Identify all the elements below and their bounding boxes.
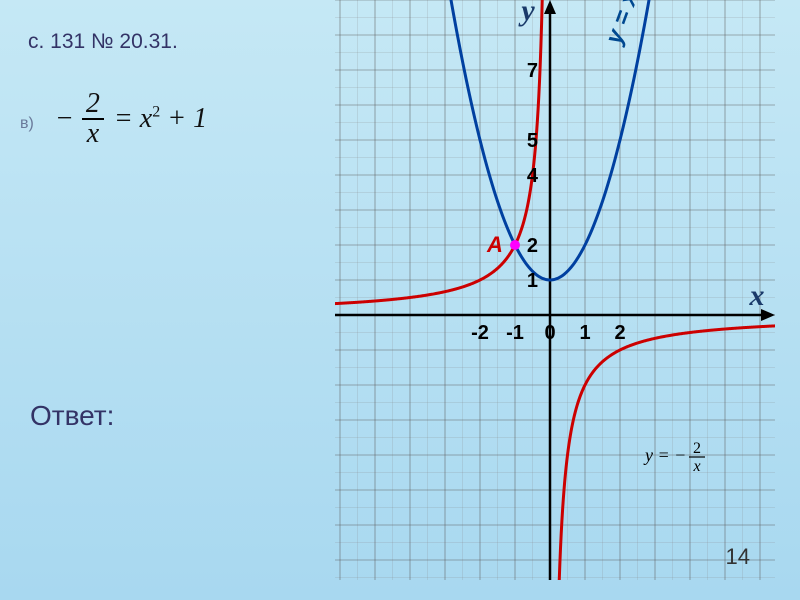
svg-text:A: A [486, 232, 503, 257]
svg-text:7: 7 [527, 60, 538, 82]
svg-text:y = x² + 1: y = x² + 1 [600, 0, 661, 48]
svg-text:2: 2 [693, 440, 701, 457]
svg-text:-1: -1 [506, 322, 524, 344]
equation-rhs: = x2 + 1 [114, 103, 207, 134]
svg-text:x: x [749, 279, 765, 312]
svg-text:1: 1 [527, 270, 538, 292]
fraction-denominator: x [82, 118, 104, 148]
answer-label: Ответ: [30, 400, 114, 432]
equation-rhs-base: = x [114, 103, 152, 134]
equation-negative-sign: − [55, 103, 74, 134]
equation-rhs-tail: + 1 [160, 103, 207, 134]
problem-reference: с. 131 № 20.31. [28, 30, 178, 54]
fraction-numerator: 2 [82, 90, 104, 118]
svg-text:-2: -2 [471, 322, 489, 344]
svg-text:x: x [692, 458, 700, 475]
svg-text:2: 2 [527, 235, 538, 257]
svg-text:y: y [518, 0, 535, 27]
equation-fraction: 2 x [82, 90, 104, 148]
slide-number: 14 [726, 544, 750, 570]
svg-text:4: 4 [527, 165, 539, 187]
svg-text:y = −: y = − [643, 445, 686, 465]
svg-text:5: 5 [527, 130, 538, 152]
main-equation: − 2 x = x2 + 1 [55, 90, 207, 148]
svg-text:0: 0 [544, 322, 555, 344]
graph-svg: -2-101212457xyAy = x² + 1y = −2x [335, 0, 775, 580]
svg-text:2: 2 [614, 322, 625, 344]
svg-text:1: 1 [579, 322, 590, 344]
graph-area: -2-101212457xyAy = x² + 1y = −2x [335, 0, 775, 580]
variant-label: в) [20, 115, 34, 133]
